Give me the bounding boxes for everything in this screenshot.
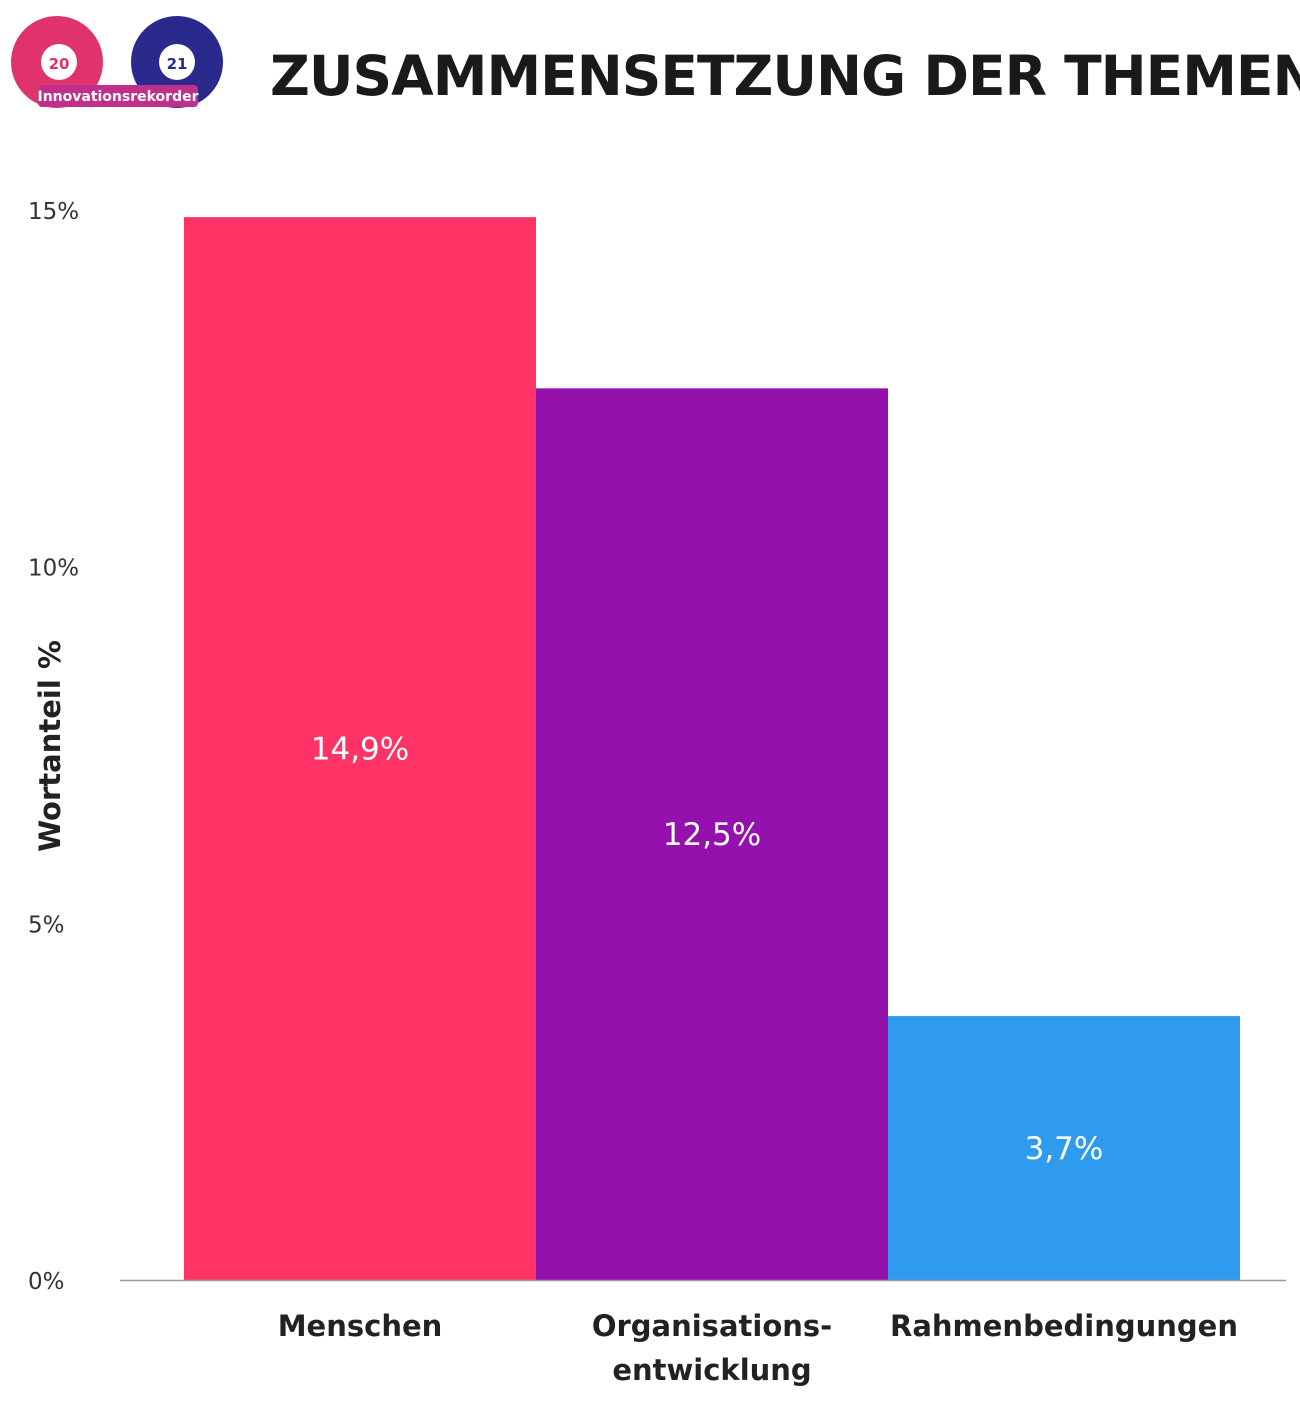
bar-data-label: 14,9%: [311, 732, 409, 768]
logo-banner: [38, 85, 198, 107]
bar-data-label: 3,7%: [1025, 1131, 1104, 1167]
logo-number-left: 20: [49, 55, 70, 73]
bar: [536, 388, 888, 1280]
x-axis-labels: Menschen Organisations-entwicklung Rahmenb…: [278, 1309, 1238, 1387]
y-tick-label: 5%: [28, 912, 65, 938]
x-tick-label: Menschen: [278, 1309, 443, 1343]
x-tick-label: Rahmenbedingungen: [890, 1309, 1238, 1343]
logo-number-right: 21: [167, 55, 188, 73]
y-tick-label: 15%: [28, 199, 79, 225]
bar-data-label: 12,5%: [663, 817, 761, 853]
y-tick-label: 0%: [28, 1269, 65, 1295]
y-axis-ticks: 0% 5% 10% 15%: [28, 199, 79, 1295]
logo-badge-left: [41, 44, 77, 80]
y-tick-label: 10%: [28, 556, 79, 582]
logo: 20 21 Innovationsrekorder: [11, 16, 223, 108]
bar-data-labels: 14,9% 12,5% 3,7%: [311, 732, 1104, 1167]
bar: [184, 217, 536, 1281]
bars: [184, 217, 1240, 1281]
bar: [888, 1016, 1240, 1280]
chart-title: ZUSAMMENSETZUNG DER THEMEN: [270, 44, 1300, 108]
logo-text: Innovationsrekorder: [37, 89, 198, 105]
y-axis-label: Wortanteil %: [33, 640, 67, 852]
logo-badge-right: [159, 44, 195, 80]
x-tick-label: Organisations-entwicklung: [592, 1309, 832, 1387]
